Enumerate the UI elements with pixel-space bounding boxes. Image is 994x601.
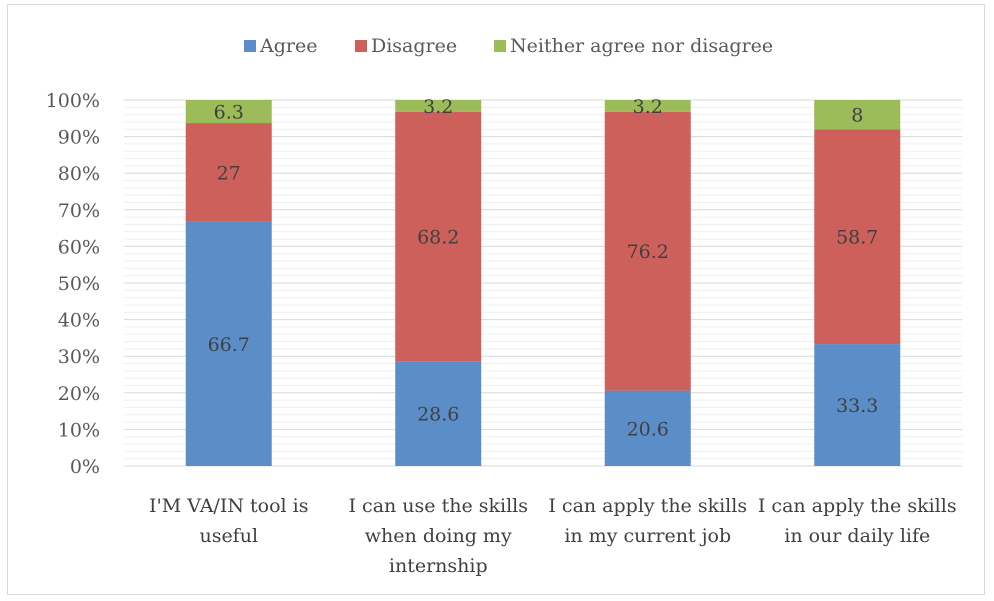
y-tick-label: 30% (58, 346, 100, 368)
data-label: 20.6 (627, 418, 669, 440)
y-tick-label: 90% (58, 127, 100, 149)
bar-segment-neither-agree-nor-disagree (814, 100, 901, 130)
x-category-label: in my current job (564, 525, 731, 547)
y-tick-label: 20% (58, 383, 100, 405)
x-category-label: when doing my (365, 525, 512, 547)
data-label: 3.2 (633, 96, 663, 118)
bar-segment-disagree (814, 129, 901, 345)
data-label: 33.3 (836, 395, 878, 417)
bar-segment-neither-agree-nor-disagree (185, 100, 272, 124)
x-category-label: I'M VA/IN tool is (149, 495, 308, 517)
legend-swatch (355, 40, 367, 52)
y-tick-label: 10% (58, 419, 100, 441)
x-category-label: I can apply the skills (758, 495, 957, 517)
data-label: 68.2 (417, 227, 459, 249)
legend-swatch (494, 40, 506, 52)
bars (185, 100, 901, 466)
bar-segment-disagree (604, 111, 691, 391)
y-tick-label: 80% (58, 163, 100, 185)
data-labels: 66.7 27 6.3 28.6 68.2 3.2 20.6 76.2 3.2 33.3 58.7 8 (208, 96, 879, 440)
y-tick-label: 40% (58, 310, 100, 332)
y-tick-label: 70% (58, 200, 100, 222)
data-label: 8 (851, 105, 863, 127)
data-label: 58.7 (836, 227, 878, 249)
bar-segment-agree (604, 390, 691, 466)
x-category-label: I can apply the skills (548, 495, 747, 517)
data-label: 27 (217, 162, 241, 184)
y-tick-label: 60% (58, 236, 100, 258)
x-axis-categories: I'M VA/IN tool is useful I can use the ski… (149, 495, 957, 577)
y-tick-label: 100% (46, 90, 100, 112)
data-label: 66.7 (208, 334, 250, 356)
bar-segment-agree (185, 221, 272, 466)
data-label: 28.6 (417, 404, 459, 426)
x-category-label: I can use the skills (349, 495, 528, 517)
legend-label: Disagree (371, 35, 457, 57)
y-axis-ticks: 0% 10% 20% 30% 40% 50% 60% 70% 80% 90% 100% (46, 90, 100, 478)
x-category-label: useful (199, 525, 258, 547)
legend-label: Neither agree nor disagree (510, 35, 773, 57)
x-category-label: internship (389, 555, 488, 577)
x-category-label: in our daily life (784, 525, 930, 547)
legend-label: Agree (259, 35, 317, 57)
data-label: 76.2 (627, 241, 669, 263)
data-label: 6.3 (214, 102, 244, 124)
bar-segment-agree (814, 344, 901, 466)
legend-swatch (244, 40, 256, 52)
y-tick-label: 50% (58, 273, 100, 295)
data-label: 3.2 (423, 96, 453, 118)
bar-segment-neither-agree-nor-disagree (604, 100, 691, 112)
y-tick-label: 0% (70, 456, 100, 478)
legend: Agree Disagree Neither agree nor disagree (244, 35, 773, 57)
bar-segment-neither-agree-nor-disagree (395, 100, 482, 112)
bar-segment-disagree (395, 111, 482, 362)
bar-segment-disagree (185, 123, 272, 222)
bar-segment-agree (395, 361, 482, 466)
